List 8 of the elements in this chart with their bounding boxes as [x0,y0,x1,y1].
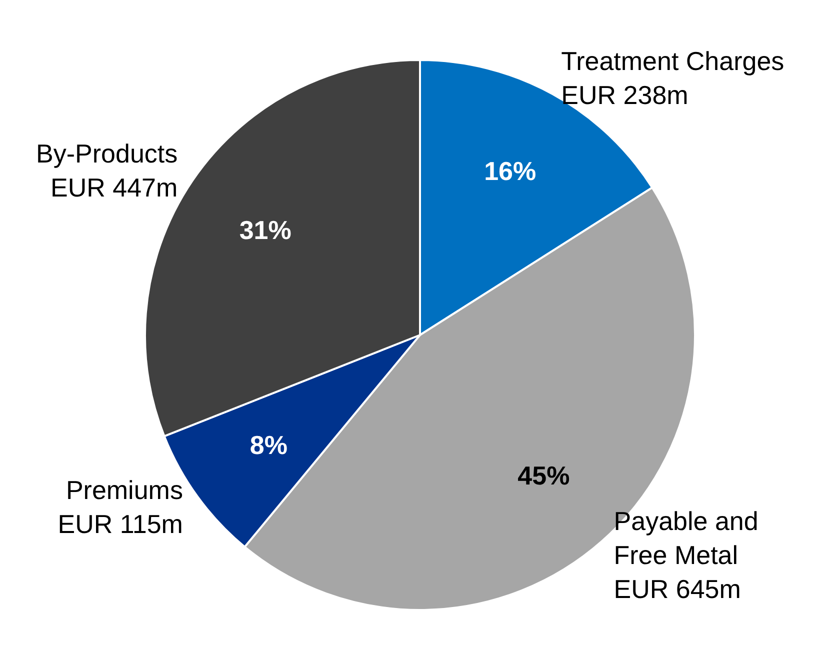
data-label: 45% [518,460,570,490]
data-label: 31% [239,214,292,245]
slice-label: By-Products EUR 447m [36,138,178,202]
data-label: 16% [484,156,536,186]
slice-label: Treatment Charges EUR 238m [561,46,784,110]
slice-label: Payable and Free Metal EUR 645m [614,506,758,604]
slice-label: Premiums EUR 115m [58,475,183,540]
data-label: 8% [250,430,288,460]
